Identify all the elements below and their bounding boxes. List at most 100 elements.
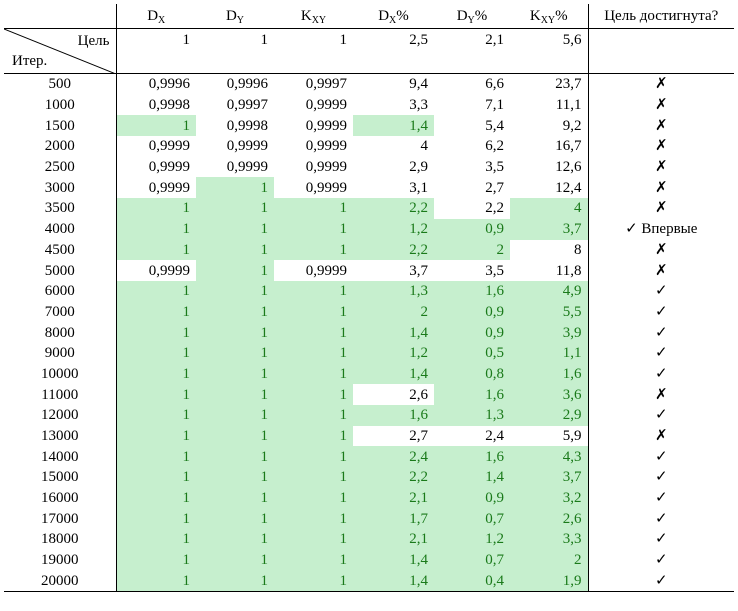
- cell-dx: 1: [116, 487, 196, 509]
- goal-status-cell: ✓: [587, 508, 734, 530]
- cell-kxy: 1: [274, 218, 353, 240]
- cell-dy: 1: [196, 467, 274, 488]
- cell-dx-percent: 1,2: [353, 342, 434, 364]
- goal-status-cell: ✓: [587, 487, 734, 509]
- goal-dx-percent: 2,5: [409, 32, 428, 48]
- cell-dy: 1: [196, 549, 274, 571]
- goal-status-cell: ✓: [587, 549, 734, 571]
- cell-dy-percent: 1,6: [434, 280, 510, 302]
- iteration-cell: 17000: [4, 508, 117, 530]
- goal-flag-empty: [587, 28, 734, 74]
- iteration-cell: 8000: [4, 322, 117, 343]
- goal-dx: 1: [182, 32, 191, 48]
- table-row: 11000 1 1 1 2,6 1,6 3,6 ✗: [4, 384, 734, 405]
- cell-dx: 1: [116, 384, 196, 405]
- cell-kxy: 1: [274, 446, 353, 468]
- iteration-cell: 2000: [4, 136, 117, 157]
- cell-dx-percent: 2,6: [409, 386, 428, 403]
- goal-status-cell: ✗: [587, 72, 734, 95]
- cell-kxy: 1: [274, 280, 353, 302]
- iteration-cell: 1500: [4, 115, 117, 137]
- cell-dx: 0,9999: [148, 262, 190, 279]
- table-row: 18000 1 1 1 2,1 1,2 3,3 ✓: [4, 529, 734, 550]
- cell-dx-percent: 1,7: [353, 508, 434, 530]
- cell-dx-percent: 9,4: [353, 72, 434, 95]
- cell-dx: 1: [116, 342, 196, 364]
- cell-dx: 1: [116, 529, 196, 550]
- goal-status-cell: ✓: [587, 446, 734, 468]
- cell-dy-percent: 1,3: [434, 405, 510, 426]
- goal-kxy: 1: [339, 32, 348, 48]
- cell-kxy: 1: [274, 549, 353, 571]
- goal-status-cell: ✗: [587, 156, 734, 178]
- cell-dy: 1: [196, 198, 274, 219]
- cell-kxy: 1: [274, 467, 353, 488]
- cell-kxy-percent: 1,9: [510, 570, 588, 593]
- cell-kxy-percent: 12,4: [555, 179, 582, 196]
- table-row: 13000 1 1 1 2,7 2,4 5,9 ✗: [4, 425, 734, 447]
- cell-dy-percent: 7,1: [485, 97, 504, 114]
- cell-dy: 1: [196, 425, 274, 447]
- cell-dy: 0,9999: [226, 138, 268, 155]
- cell-dy: 1: [196, 446, 274, 468]
- iteration-cell: 1000: [4, 94, 117, 116]
- cell-dx-percent: 2,9: [409, 159, 428, 176]
- table-row: 2500 0,9999 0,9999 0,9999 2,9 3,5 12,6 ✗: [4, 156, 734, 178]
- cell-dx-percent: 4: [420, 138, 429, 155]
- cell-dy-percent: 1,4: [434, 467, 510, 488]
- cell-dy: 1: [196, 218, 274, 240]
- cell-dx-percent: 2,1: [353, 529, 434, 550]
- col-header-goal-reached: Цель достигнута?: [587, 4, 734, 29]
- cell-dy: 1: [196, 342, 274, 364]
- cell-kxy: 1: [274, 529, 353, 550]
- iteration-column-label: Итер.: [12, 53, 48, 69]
- cell-dy-percent: 1,6: [434, 446, 510, 468]
- cell-dx-percent: 2: [353, 301, 434, 323]
- cell-kxy: 0,9999: [305, 179, 347, 196]
- goal-row-label: Цель: [77, 33, 110, 49]
- table-row: 19000 1 1 1 1,4 0,7 2 ✓: [4, 549, 734, 571]
- cell-dy: 1: [196, 260, 274, 281]
- cell-dx: 1: [116, 218, 196, 240]
- cell-dy: 1: [196, 177, 274, 199]
- cell-kxy-percent: 4,9: [510, 280, 588, 302]
- cell-dx: 0,9996: [116, 72, 196, 95]
- cell-dy: 1: [196, 322, 274, 343]
- cell-dy-percent: 0,5: [434, 342, 510, 364]
- table-row: 5000 0,9999 1 0,9999 3,7 3,5 11,8 ✗: [4, 260, 734, 281]
- cell-kxy: 1: [274, 239, 353, 261]
- cell-dy-percent: 3,5: [485, 159, 504, 176]
- cell-dx-percent: 2,7: [409, 428, 428, 445]
- cell-dy: 1: [196, 280, 274, 302]
- cell-dy-percent: 0,9: [434, 301, 510, 323]
- cell-kxy-percent: 3,3: [510, 529, 588, 550]
- cell-kxy: 1: [274, 363, 353, 385]
- cell-dy-percent: 2: [434, 239, 510, 261]
- iteration-cell: 18000: [4, 529, 117, 550]
- iteration-cell: 11000: [4, 384, 117, 405]
- iteration-cell: 5000: [4, 260, 117, 281]
- cell-kxy-percent: 12,6: [555, 159, 582, 176]
- goal-status-cell: ✓: [587, 529, 734, 550]
- goal-status-cell: ✓: [587, 280, 734, 302]
- cell-dy-percent: 0,7: [434, 508, 510, 530]
- table-body: 500 0,9996 0,9996 0,9997 9,4 6,6 23,7 ✗ 1000 0,99…: [4, 72, 734, 593]
- cell-dx: 1: [116, 446, 196, 468]
- cell-dy-percent: 0,9: [434, 487, 510, 509]
- cell-kxy: 1: [274, 342, 353, 364]
- cell-dx: 1: [116, 570, 196, 593]
- cell-dx: 1: [116, 425, 196, 447]
- table-row: 1500 1 0,9998 0,9999 1,4 5,4 9,2 ✗: [4, 115, 734, 137]
- cell-dy: 0,9997: [226, 97, 268, 114]
- goal-kxy-percent: 5,6: [562, 32, 582, 48]
- cell-kxy-percent: 2,6: [510, 508, 588, 530]
- cell-dy: 1: [196, 384, 274, 405]
- cell-kxy: 1: [274, 425, 353, 447]
- iteration-cell: 7000: [4, 301, 117, 323]
- cell-kxy: 1: [274, 301, 353, 323]
- goal-status-cell: ✓: [587, 363, 734, 385]
- iteration-cell: 20000: [4, 570, 117, 593]
- col-header-dx-percent: DX%: [353, 4, 434, 29]
- table-row: 8000 1 1 1 1,4 0,9 3,9 ✓: [4, 322, 734, 343]
- cell-dy: 0,9998: [226, 117, 268, 134]
